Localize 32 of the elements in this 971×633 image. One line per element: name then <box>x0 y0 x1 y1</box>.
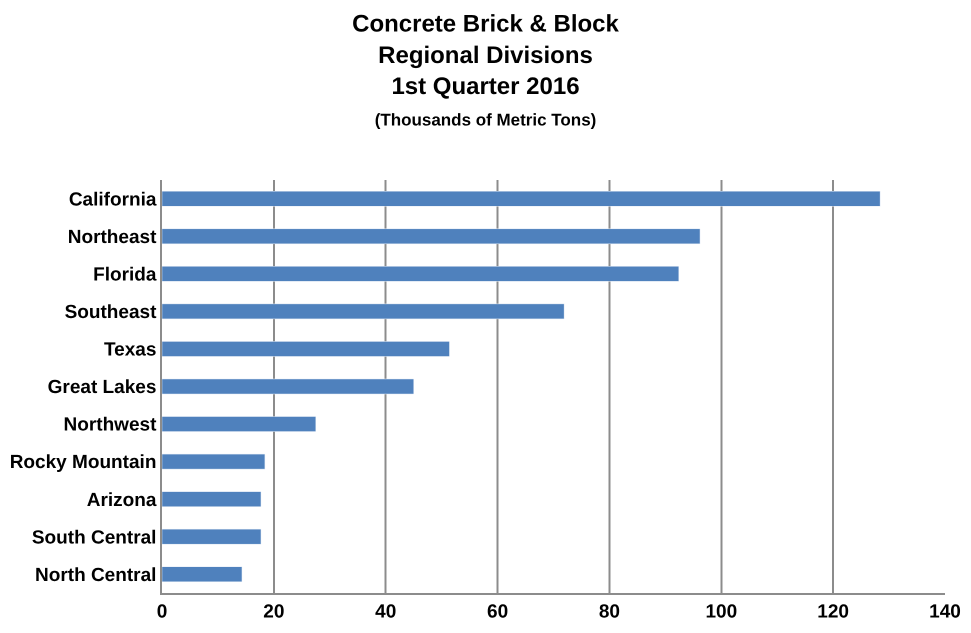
bar <box>162 304 564 320</box>
x-tick-label: 80 <box>598 602 620 623</box>
bar <box>162 491 262 507</box>
y-tick-label: Northwest <box>64 414 158 436</box>
x-tick-label: 140 <box>929 602 961 623</box>
bar <box>162 266 680 282</box>
bar <box>162 416 316 432</box>
y-tick-label: Northeast <box>68 226 158 248</box>
chart-title: Concrete Brick & Block Regional Divisions 1st Quarter 2016 <box>352 10 620 100</box>
bar <box>162 566 242 582</box>
y-tick-label: Great Lakes <box>48 377 156 398</box>
y-tick-label: Rocky Mountain <box>10 452 156 474</box>
chart-subtitle: (Thousands of Metric Tons) <box>374 110 596 130</box>
y-tick-label: California <box>68 189 157 210</box>
x-tick-label: 40 <box>375 602 396 623</box>
bar <box>162 528 262 544</box>
y-tick-label: Southeast <box>64 302 158 324</box>
y-tick-label: Texas <box>104 340 156 361</box>
x-tick-label: 120 <box>817 602 849 623</box>
bar <box>162 454 266 470</box>
bar <box>162 228 700 244</box>
bar <box>162 191 880 207</box>
x-tick-label: 100 <box>705 602 738 623</box>
bar <box>162 341 450 357</box>
y-tick-label: Arizona <box>86 490 157 511</box>
x-tick-label: 20 <box>263 602 284 623</box>
y-tick-label: South Central <box>32 527 156 548</box>
x-tick-label: 0 <box>156 602 168 623</box>
y-tick-label: North Central <box>35 564 156 586</box>
y-tick-label: Florida <box>93 264 157 286</box>
x-tick-label: 60 <box>487 602 508 623</box>
bar <box>162 378 414 394</box>
